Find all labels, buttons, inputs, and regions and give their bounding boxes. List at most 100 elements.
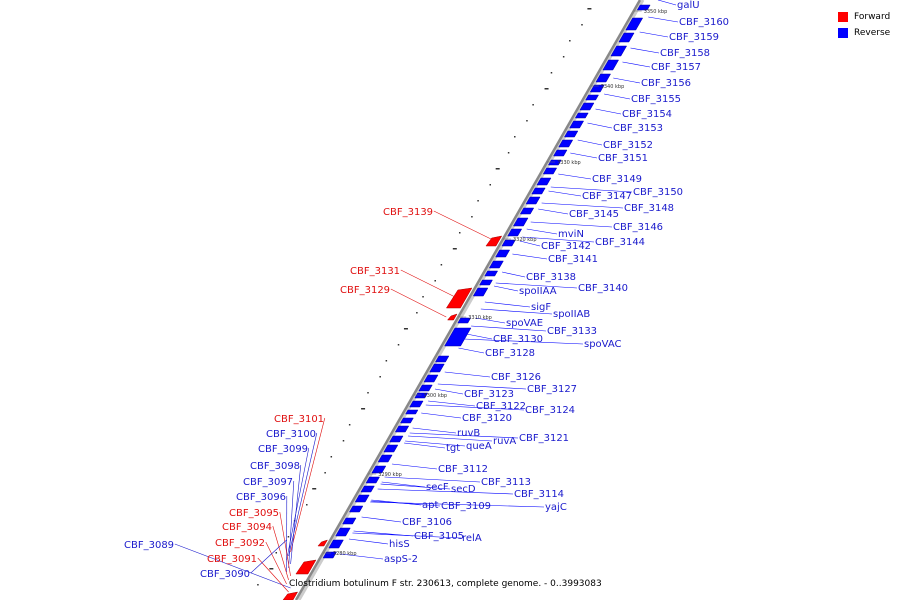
reverse-feature — [579, 102, 595, 111]
feature-label-right: CBF_3124 — [525, 405, 575, 416]
minor-tick-dot — [379, 376, 381, 378]
reverse-feature — [354, 494, 370, 503]
leader-line-right — [648, 16, 679, 23]
reverse-feature — [328, 539, 344, 549]
minor-tick-dot — [514, 136, 516, 138]
feature-label-right: CBF_3151 — [598, 153, 648, 164]
leader-line-right — [512, 253, 548, 260]
tick-label: 3310 kbp — [468, 315, 492, 321]
feature-label-right: aspS-2 — [384, 554, 418, 565]
minor-tick-dot — [324, 472, 326, 474]
leader-line-right — [370, 501, 545, 508]
leader-line-right — [530, 221, 613, 228]
reverse-feature — [429, 363, 445, 373]
tick-label: 3320 kbp — [513, 237, 537, 243]
feature-label-right: CBF_3121 — [519, 433, 569, 444]
minor-tick-dot — [330, 456, 333, 458]
feature-label-left: CBF_3129 — [340, 285, 390, 296]
feature-label-right: relA — [462, 533, 482, 544]
tick-labels: 3350 kbp 3340 kbp 3330 kbp 3320 kbp 3310 kbp… — [322, 9, 667, 557]
reverse-feature — [479, 279, 493, 286]
leader-line-right — [558, 173, 592, 180]
feature-label-left: CBF_3139 — [383, 207, 433, 218]
leader-line-right — [587, 122, 613, 129]
tick-label: 3300 kbp — [424, 393, 448, 399]
leader-line-right — [541, 202, 624, 209]
reverse-feature — [435, 355, 450, 363]
reverse-feature — [512, 217, 529, 227]
feature-label-right: CBF_3153 — [613, 123, 663, 134]
reverse-feature — [495, 249, 511, 258]
leader-line-right — [493, 285, 519, 292]
reverse-feature — [636, 4, 651, 11]
minor-tick-dot — [489, 184, 492, 186]
feature-label-right: galU — [677, 0, 700, 11]
feature-label-right: sigF — [531, 302, 551, 313]
backbone-line — [294, 0, 642, 600]
minor-tick-dot — [544, 88, 549, 90]
leader-line-right — [622, 61, 651, 68]
forward-feature — [317, 539, 328, 547]
legend: Forward Reverse — [838, 9, 890, 41]
minor-tick-dot — [403, 328, 408, 330]
forward-feature — [446, 313, 458, 321]
forward-feature — [282, 591, 299, 600]
reverse-feature — [394, 425, 410, 433]
leader-line-right — [428, 400, 476, 407]
tick-label: 3330 kbp — [557, 160, 581, 166]
leader-line-right — [458, 347, 485, 354]
minor-tick-dot — [361, 408, 366, 410]
reverse-feature — [569, 120, 585, 129]
feature-label-right: ruvA — [493, 436, 516, 447]
leader-line-right — [348, 538, 389, 545]
legend-forward-label: Forward — [854, 12, 891, 22]
feature-label-right: CBF_3130 — [493, 334, 543, 345]
feature-label-right: CBF_3140 — [578, 283, 628, 294]
reverse-feature — [349, 505, 364, 513]
reverse-feature — [405, 409, 419, 415]
leader-line-right — [361, 516, 402, 523]
minor-tick-dot — [550, 72, 553, 74]
reverse-feature — [414, 392, 429, 399]
leader-line-right — [613, 77, 641, 84]
leader-line-left — [272, 525, 289, 581]
feature-label-right: queA — [466, 441, 492, 452]
feature-arrows — [282, 4, 651, 600]
leader-line-right — [391, 463, 438, 470]
reverse-feature — [625, 17, 644, 31]
feature-label-right: CBF_3105 — [414, 531, 464, 542]
feature-label-left: CBF_3095 — [229, 508, 279, 519]
reverse-feature — [335, 527, 351, 537]
tick-label: 3280 kbp — [333, 551, 357, 557]
leader-line-right — [495, 282, 578, 289]
legend-reverse-label: Reverse — [854, 28, 891, 38]
minor-tick-dot — [587, 8, 592, 10]
reverse-feature — [553, 149, 568, 157]
reverse-feature — [423, 374, 439, 383]
reverse-feature — [322, 551, 337, 559]
reverse-feature — [501, 239, 516, 247]
leader-line-right — [340, 553, 384, 560]
reverse-feature — [531, 187, 546, 195]
leader-line-right — [463, 338, 584, 345]
leader-line-right — [519, 240, 541, 247]
feature-label-left: CBF_3100 — [266, 429, 316, 440]
leader-line-right — [595, 108, 622, 115]
feature-label-right: secD — [451, 484, 476, 495]
feature-label-right: CBF_3158 — [660, 48, 710, 59]
reverse-feature — [558, 139, 574, 148]
feature-label-right: CBF_3128 — [485, 348, 535, 359]
minor-tick-dot — [416, 312, 418, 314]
minor-tick-dot — [581, 24, 583, 26]
label-leader-lines — [174, 0, 679, 593]
tick-label: 3340 kbp — [601, 84, 625, 90]
reverse-feature — [400, 417, 414, 424]
minor-tick-dot — [569, 40, 571, 42]
leader-line-right — [403, 442, 446, 449]
feature-label-right: CBF_3160 — [679, 17, 729, 28]
leader-line-right — [639, 31, 669, 38]
forward-feature — [485, 235, 503, 247]
leader-line-right — [377, 488, 514, 495]
feature-label-right: CBF_3150 — [633, 187, 683, 198]
reverse-feature — [585, 94, 599, 101]
